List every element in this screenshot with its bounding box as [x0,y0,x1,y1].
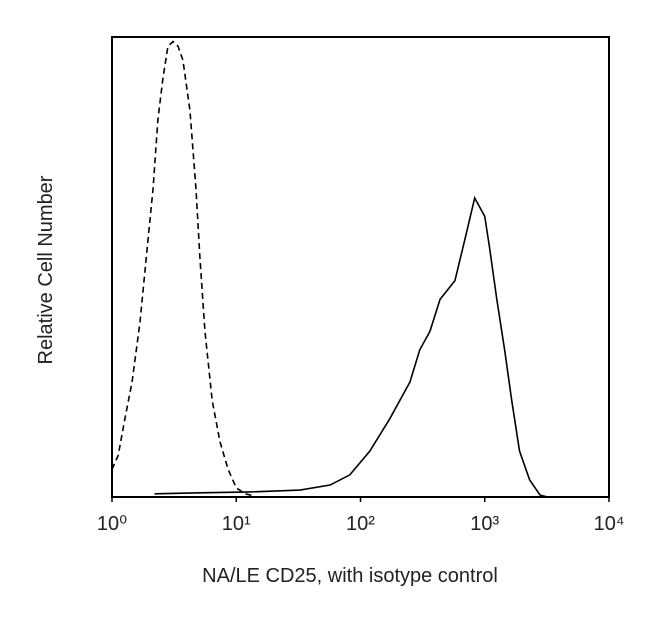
plot-frame [111,36,610,498]
histogram-line [154,195,548,498]
y-axis-label: Relative Cell Number [35,175,57,364]
x-tick-label: 10¹ [222,513,251,535]
x-tick-label: 10³ [470,513,499,535]
x-tick-label: 10⁰ [97,513,127,535]
x-tick-label: 10⁴ [594,513,625,535]
x-tick-label: 10² [346,513,375,535]
histogram-line [111,40,255,497]
x-axis-label: NA/LE CD25, with isotype control [202,565,498,587]
